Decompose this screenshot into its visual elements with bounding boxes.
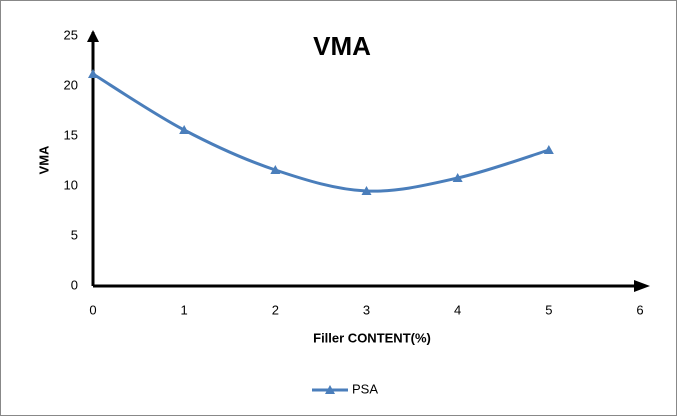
x-tick-label: 5	[545, 302, 552, 317]
x-tick-label: 4	[454, 302, 461, 317]
x-tick-label: 2	[272, 302, 279, 317]
point-marker	[179, 125, 190, 134]
x-tick-label: 1	[181, 302, 188, 317]
x-tick-label: 3	[363, 302, 370, 317]
x-tick-label: 6	[636, 302, 643, 317]
y-tick-label: 5	[71, 227, 78, 242]
y-tick-label: 15	[64, 127, 78, 142]
x-axis-arrow	[634, 280, 650, 292]
x-tick-label: 0	[89, 302, 96, 317]
legend-marker	[325, 385, 335, 394]
point-marker	[88, 69, 98, 78]
y-tick-label: 10	[64, 177, 78, 192]
y-tick-label: 0	[71, 277, 78, 292]
legend-label: PSA	[352, 381, 378, 396]
point-marker	[270, 165, 281, 174]
series-line	[92, 72, 550, 193]
point-marker	[452, 173, 463, 182]
y-tick-label: 20	[64, 77, 78, 92]
chart-title: VMA	[313, 31, 371, 61]
point-marker	[361, 186, 372, 195]
y-axis-label: VMA	[36, 145, 51, 175]
x-axis-label: Filler CONTENT(%)	[313, 330, 431, 345]
y-axis-arrow	[87, 30, 99, 42]
point-marker	[543, 145, 554, 154]
y-tick-label: 25	[64, 27, 78, 42]
